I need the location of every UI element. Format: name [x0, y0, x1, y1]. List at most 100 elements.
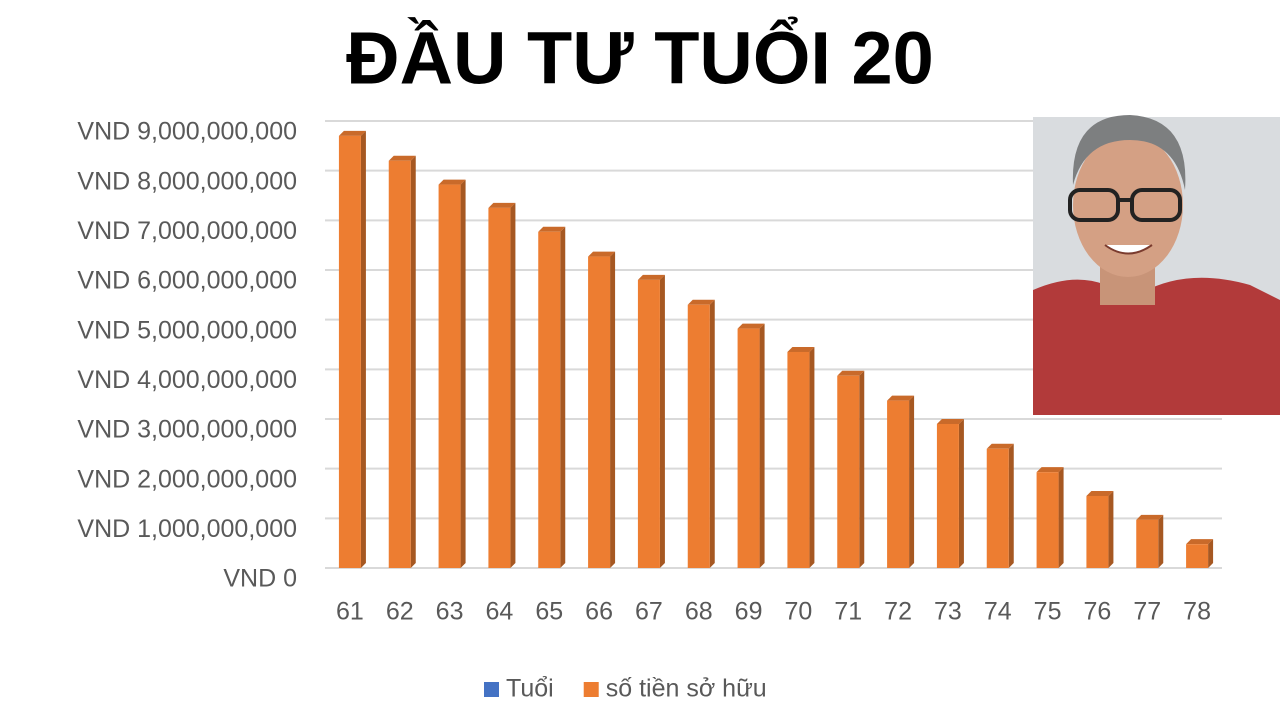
bar-side [1008, 443, 1014, 568]
bar [538, 226, 566, 569]
bar [986, 443, 1014, 568]
bar-side [659, 274, 665, 568]
bar-side [859, 370, 865, 568]
bar-side [560, 226, 566, 569]
bar-side [909, 395, 915, 568]
bar-side [460, 179, 466, 568]
bar [338, 130, 366, 568]
legend-swatch [583, 682, 599, 697]
bar-top [837, 370, 865, 376]
bar-front [637, 279, 660, 568]
x-tick-label: 68 [685, 598, 713, 626]
bar-top [538, 226, 566, 232]
x-tick-label: 74 [984, 598, 1012, 626]
bar-front [338, 135, 361, 568]
bar-top [338, 130, 366, 136]
bar-front [837, 375, 860, 568]
bar [1086, 490, 1114, 568]
y-tick-label: VND 2,000,000,000 [77, 465, 297, 493]
chart-title: ĐẦU TƯ TUỔI 20 [346, 17, 934, 100]
bar-top [1186, 539, 1214, 545]
x-tick-label: 72 [884, 598, 912, 626]
bar-front [737, 328, 760, 568]
legend-label: số tiền sở hữu [606, 675, 767, 703]
bar [1186, 539, 1214, 568]
photo-glasses [1068, 188, 1182, 222]
bar [637, 274, 665, 568]
bar-front [936, 423, 959, 568]
bar-side [1208, 539, 1214, 568]
photo [1033, 115, 1280, 415]
x-tick-label: 76 [1084, 598, 1112, 626]
bar [787, 346, 815, 568]
bar-top [388, 155, 416, 161]
x-tick-label: 66 [585, 598, 613, 626]
bar-front [687, 304, 710, 568]
x-tick-label: 69 [735, 598, 763, 626]
photo-face [1073, 133, 1183, 277]
x-tick-label: 64 [486, 598, 514, 626]
x-tick-label: 70 [785, 598, 813, 626]
bar [388, 155, 416, 568]
x-tick-label: 75 [1034, 598, 1062, 626]
x-tick-label: 61 [336, 598, 364, 626]
bar-top [737, 323, 765, 329]
bar-side [1158, 514, 1164, 568]
x-tick-label: 78 [1183, 598, 1211, 626]
bar [588, 251, 616, 568]
bar [837, 370, 865, 568]
bar-front [538, 231, 561, 569]
bar-front [1136, 519, 1159, 568]
bar-front [986, 448, 1009, 568]
x-tick-label: 67 [635, 598, 663, 626]
x-tick-label: 62 [386, 598, 414, 626]
bar-side [709, 299, 715, 568]
bar-side [510, 202, 516, 568]
bar [1036, 467, 1064, 568]
bar-front [787, 351, 810, 568]
bar-top [588, 251, 616, 257]
bar-side [759, 323, 765, 568]
photo-smile [1104, 244, 1153, 255]
y-tick-label: VND 6,000,000,000 [77, 267, 297, 295]
y-tick-label: VND 8,000,000,000 [77, 167, 297, 195]
bar-side [809, 346, 815, 568]
y-tick-label: VND 7,000,000,000 [77, 217, 297, 245]
bar-top [488, 202, 516, 208]
bar-top [1136, 514, 1164, 520]
y-tick-label: VND 0 [223, 565, 297, 593]
photo-hair [1072, 115, 1186, 190]
y-tick-label: VND 1,000,000,000 [77, 515, 297, 543]
bar [438, 179, 466, 568]
bar-top [986, 443, 1014, 449]
legend-swatch [484, 682, 499, 697]
y-tick-label: VND 3,000,000,000 [77, 416, 297, 444]
x-tick-label: 65 [535, 598, 563, 626]
bar-front [1186, 544, 1209, 568]
bar-front [388, 160, 411, 568]
bar-side [958, 418, 964, 568]
bar [1136, 514, 1164, 568]
bar-top [787, 346, 815, 352]
bar-top [936, 418, 964, 424]
x-tick-label: 73 [934, 598, 962, 626]
bar-side [610, 251, 616, 568]
bar [737, 323, 765, 568]
bar-side [1058, 467, 1064, 568]
bar-side [410, 155, 416, 568]
bar-side [1108, 490, 1114, 568]
bar-front [488, 207, 511, 568]
bar-top [438, 179, 466, 185]
bar-top [1086, 490, 1114, 496]
y-tick-label: VND 5,000,000,000 [77, 316, 297, 344]
bar [687, 299, 715, 568]
y-tick-label: VND 9,000,000,000 [77, 118, 297, 146]
bar-front [1086, 495, 1109, 568]
x-tick-label: 77 [1133, 598, 1161, 626]
bar-front [438, 184, 461, 568]
photo-shirt [1033, 277, 1280, 415]
bar [936, 418, 964, 568]
bar [887, 395, 915, 568]
bar [488, 202, 516, 568]
